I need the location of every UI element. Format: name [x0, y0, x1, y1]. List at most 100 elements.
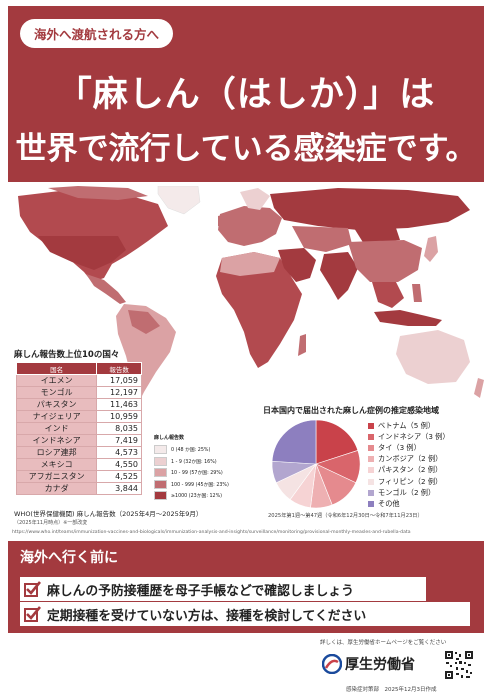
- table-row: カナダ 3,844: [15, 482, 142, 495]
- legend-label: 10 - 99 (57か国: 29%): [171, 471, 223, 477]
- ministry-logo-icon: [322, 654, 342, 674]
- advice-heading: 海外へ行く前に: [20, 550, 118, 566]
- checkbox-checked-icon: [24, 606, 42, 622]
- map-southeast-asia: [372, 282, 404, 308]
- legend-label: ≥1000 (23か国: 12%): [171, 494, 222, 500]
- map-usa: [38, 236, 126, 270]
- pie-legend-label: タイ（3 例）: [378, 442, 421, 452]
- qr-code-icon[interactable]: [444, 650, 474, 680]
- map-uk: [218, 214, 226, 226]
- table-row: アフガニスタン 4,525: [15, 470, 142, 483]
- country-cell: ナイジェリア: [15, 410, 98, 423]
- pie-chart-title: 日本国内で届出された麻しん症例の推定感染地域: [263, 406, 439, 415]
- map-canada-north: [48, 186, 148, 200]
- map-scandinavia: [240, 188, 270, 210]
- count-cell: 10,959: [96, 410, 142, 423]
- advice-item-vaccination-record: 麻しんの予防接種歴を母子手帳などで確認しましょう: [20, 577, 426, 601]
- pie-legend-swatch: [368, 478, 374, 485]
- pie-legend-item: モンゴル（2 例）: [368, 487, 486, 498]
- map-south-america-dark: [128, 310, 160, 334]
- map-legend-item: 0 (48 か国: 25%): [154, 444, 264, 456]
- advice-item-text: 麻しんの予防接種歴を母子手帳などで確認しましょう: [47, 583, 354, 599]
- map-africa: [216, 252, 302, 368]
- count-cell: 3,844: [96, 482, 142, 495]
- table-row: ロシア連邦 4,573: [15, 446, 142, 459]
- pie-legend-swatch: [368, 500, 374, 507]
- footer-date: 感染症対策部 2025年12月3日作成: [346, 687, 437, 693]
- ministry-logo: 厚生労働省: [322, 654, 415, 674]
- ranking-source: WHO(世界保健機関) 麻しん報告数（2025年4月～2025年9月）: [14, 510, 203, 518]
- audience-pill: 海外へ渡航される方へ: [20, 19, 174, 48]
- header-banner: 海外へ渡航される方へ 「麻しん（はしか）」は 世界で流行している感染症です。: [8, 6, 484, 182]
- pie-legend-label: パキスタン（2 例）: [378, 465, 443, 475]
- map-legend-item: ≥1000 (23か国: 12%): [154, 490, 264, 502]
- map-philippines: [412, 284, 422, 302]
- map-legend: 0 (48 か国: 25%) 1 - 9 (32か国: 16%) 10 - 99 (…: [154, 444, 264, 502]
- legend-label: 100 - 999 (45か国: 23%): [171, 482, 229, 488]
- count-cell: 12,197: [96, 386, 142, 399]
- country-cell: ロシア連邦: [15, 446, 98, 459]
- main-title-line1: 「麻しん（はしか）」は: [56, 75, 436, 115]
- count-cell: 11,463: [96, 398, 142, 411]
- map-japan: [424, 236, 438, 262]
- world-measles-map: [18, 186, 484, 408]
- ranking-col-count: 報告数: [96, 362, 142, 375]
- pie-legend-item: パキスタン（2 例）: [368, 465, 486, 476]
- country-cell: インドネシア: [15, 434, 98, 447]
- ranking-table: 国名 報告数 イエメン 17,059 モンゴル 12,197 パキスタン 11,463…: [15, 362, 142, 495]
- checkbox-checked-icon: [24, 581, 42, 597]
- pie-legend-item: カンボジア（2 例）: [368, 454, 486, 465]
- pie-legend-swatch: [368, 444, 374, 451]
- map-legend-item: 1 - 9 (32か国: 16%): [154, 456, 264, 468]
- map-europe: [218, 206, 282, 246]
- pie-legend-label: モンゴル（2 例）: [378, 487, 436, 497]
- map-indonesia: [374, 310, 442, 326]
- country-cell: パキスタン: [15, 398, 98, 411]
- pie-legend-label: ベトナム（5 例）: [378, 420, 435, 430]
- country-cell: イエメン: [15, 374, 98, 387]
- table-row: インドネシア 7,419: [15, 434, 142, 447]
- advice-item-consider-vaccination: 定期接種を受けていない方は、接種を検討してください: [20, 602, 470, 626]
- count-cell: 4,573: [96, 446, 142, 459]
- country-cell: モンゴル: [15, 386, 98, 399]
- main-title-line2: 世界で流行している感染症です。: [15, 131, 477, 167]
- map-legend-item: 100 - 999 (45か国: 23%): [154, 479, 264, 491]
- pie-legend-item: フィリピン（2 例）: [368, 476, 486, 487]
- pie-slice-1: [315, 419, 359, 465]
- count-cell: 7,419: [96, 434, 142, 447]
- ranking-col-country: 国名: [15, 362, 98, 375]
- who-url[interactable]: https://www.who.int/teams/immunization-v…: [12, 530, 411, 535]
- count-cell: 4,550: [96, 458, 142, 471]
- count-cell: 4,525: [96, 470, 142, 483]
- pie-legend: ベトナム（5 例） インドネシア（3 例） タイ（3 例） カンボジア（2 例） パキス…: [368, 420, 486, 510]
- table-row: モンゴル 12,197: [15, 386, 142, 399]
- ministry-name: 厚生労働省: [345, 657, 415, 673]
- count-cell: 17,059: [96, 374, 142, 387]
- legend-swatch: [154, 456, 167, 466]
- pie-legend-label: カンボジア（2 例）: [378, 454, 443, 464]
- pie-legend-label: フィリピン（2 例）: [378, 476, 443, 486]
- country-cell: インド: [15, 422, 98, 435]
- advice-section: 海外へ行く前に 麻しんの予防接種歴を母子手帳などで確認しましょう 定期接種を受け…: [8, 541, 484, 633]
- map-russia: [270, 188, 470, 230]
- map-greenland: [157, 186, 201, 215]
- pie-legend-swatch: [368, 433, 374, 440]
- pie-legend-item: その他: [368, 498, 486, 509]
- ranking-title: 麻しん報告数上位10の国々: [14, 350, 120, 360]
- legend-swatch: [154, 491, 167, 501]
- ranking-source-sub: （2025年11月時点）※一部改変: [14, 520, 88, 526]
- map-india: [320, 252, 358, 300]
- advice-item-text: 定期接種を受けていない方は、接種を検討してください: [47, 608, 367, 624]
- pie-legend-label: その他: [378, 498, 400, 508]
- map-middle-east: [278, 248, 316, 282]
- footer-note: 詳しくは、厚生労働省ホームページをご覧ください: [320, 640, 447, 646]
- table-row: インド 8,035: [15, 422, 142, 435]
- country-cell: アフガニスタン: [15, 470, 98, 483]
- pie-legend-swatch: [368, 456, 374, 463]
- table-row: メキシコ 4,550: [15, 458, 142, 471]
- legend-label: 1 - 9 (32か国: 16%): [171, 459, 217, 465]
- legend-swatch: [154, 445, 167, 455]
- count-cell: 8,035: [96, 422, 142, 435]
- pie-legend-swatch: [368, 467, 374, 474]
